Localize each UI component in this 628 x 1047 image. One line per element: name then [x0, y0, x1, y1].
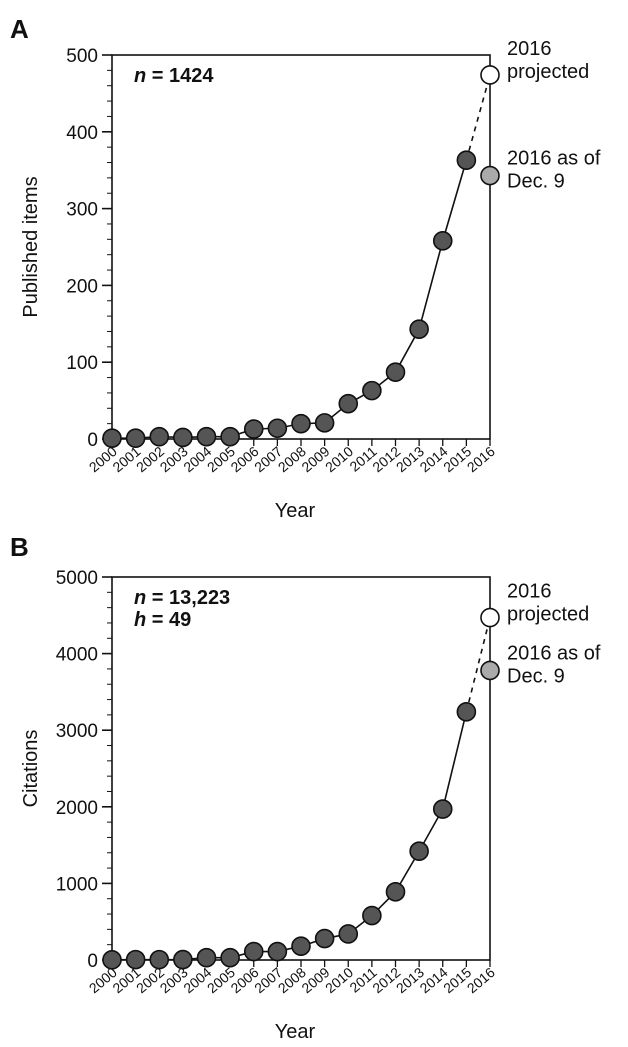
- data-point: [338, 924, 359, 944]
- stat-symbol: h: [134, 609, 146, 631]
- data-point: [385, 882, 406, 902]
- panel-letter: B: [10, 532, 29, 562]
- y-tick-label: 500: [66, 46, 98, 67]
- data-point: [125, 428, 146, 449]
- data-point: [149, 426, 170, 447]
- data-point: [220, 947, 240, 968]
- chart-panel-B: B010002000300040005000Citations200020012…: [10, 532, 601, 1043]
- data-point: [173, 949, 193, 970]
- y-tick-label: 4000: [56, 645, 98, 666]
- y-tick-label: 0: [87, 430, 98, 451]
- stat-n: n = 13,223: [134, 587, 230, 609]
- projected-point: [480, 607, 500, 628]
- partial-year-point: [480, 660, 500, 681]
- y-tick-label: 100: [66, 353, 98, 374]
- data-point: [291, 936, 311, 957]
- data-point: [243, 419, 264, 439]
- projected-label: projected: [507, 61, 589, 83]
- series-line: [111, 711, 468, 961]
- stat-value: = 13,223: [146, 587, 230, 609]
- y-tick-label: 300: [66, 200, 98, 221]
- panel-letter: A: [10, 14, 29, 44]
- data-point: [456, 702, 477, 722]
- y-axis-title: Published items: [20, 176, 42, 317]
- data-point: [243, 941, 264, 962]
- data-point: [267, 418, 288, 439]
- data-point: [220, 426, 240, 447]
- data-point: [409, 841, 429, 862]
- partial-year-label: Dec. 9: [507, 171, 565, 193]
- partial-year-label: 2016 as of: [507, 642, 601, 664]
- y-tick-label: 400: [66, 123, 98, 144]
- data-point: [196, 426, 217, 447]
- x-axis-title: Year: [275, 500, 316, 522]
- y-tick-label: 3000: [56, 721, 98, 742]
- projected-label: 2016: [507, 581, 552, 603]
- projection-line: [465, 617, 491, 713]
- y-tick-label: 1000: [56, 874, 98, 895]
- y-tick-label: 5000: [56, 568, 98, 589]
- y-axis-title: Citations: [20, 730, 42, 808]
- stat-value: = 49: [146, 609, 191, 631]
- x-axis-title: Year: [275, 1021, 316, 1043]
- data-point: [102, 428, 122, 449]
- projected-point: [480, 65, 500, 85]
- stat-value: = 1424: [146, 65, 214, 87]
- plot-frame: [111, 54, 491, 440]
- stat-h: h = 49: [134, 609, 191, 631]
- stat-symbol: n: [134, 587, 146, 609]
- stat-n: n = 1424: [134, 65, 214, 87]
- data-point: [362, 905, 382, 926]
- data-point: [173, 427, 193, 448]
- y-tick-label: 200: [66, 276, 98, 297]
- data-point: [196, 947, 217, 968]
- data-point: [102, 950, 122, 970]
- partial-year-label: Dec. 9: [507, 665, 565, 687]
- data-point: [267, 941, 288, 962]
- data-point: [125, 949, 146, 970]
- data-point: [432, 799, 453, 819]
- data-point: [314, 928, 335, 949]
- y-tick-label: 2000: [56, 798, 98, 819]
- series-line: [112, 159, 468, 440]
- x-tick-label: 2016: [464, 443, 498, 475]
- plot-frame: [111, 576, 491, 961]
- projected-label: projected: [507, 604, 589, 626]
- data-point: [432, 231, 453, 251]
- stat-symbol: n: [134, 65, 146, 87]
- data-point: [362, 380, 382, 401]
- projected-label: 2016: [507, 38, 552, 60]
- data-point: [456, 150, 477, 171]
- y-tick-label: 0: [87, 951, 98, 972]
- partial-year-point: [480, 165, 500, 186]
- data-point: [385, 362, 406, 382]
- projection-line: [465, 74, 491, 161]
- data-point: [314, 413, 335, 433]
- x-tick-label: 2016: [464, 964, 498, 996]
- data-point: [338, 393, 359, 414]
- data-point: [149, 949, 170, 970]
- data-point: [291, 413, 311, 434]
- data-point: [409, 319, 429, 339]
- partial-year-label: 2016 as of: [507, 148, 601, 170]
